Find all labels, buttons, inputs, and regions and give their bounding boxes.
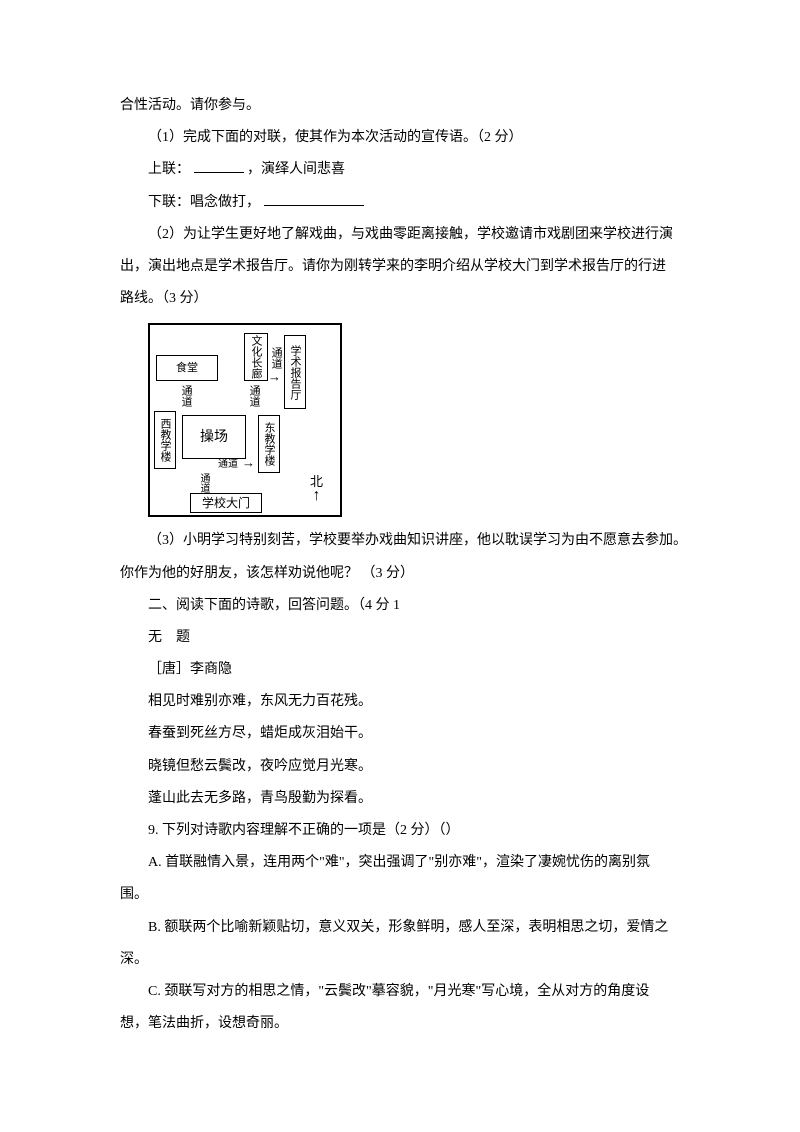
q1-lower: 下联：唱念做打， [120,187,690,219]
poem-line-4: 蓬山此去无多路，青鸟殷勤为探看。 [120,783,690,815]
option-c-line-2: 想，笔法曲折，设想奇丽。 [120,1008,690,1040]
map-west-bldg: 西教学楼 [154,411,176,469]
option-a-line-1: A. 首联融情入景，连用两个"难"，突出强调了"别亦难"，渲染了凄婉忧伤的离别氛 [120,847,690,879]
option-b-line-1: B. 额联两个比喻新颖贴切，意义双关，形象鲜明，感人至深，表明相思之切，爱情之 [120,912,690,944]
map-path-mid: 通道 [248,385,260,407]
school-map: 食堂 文化长廊 通道 → 学术报告厅 通道 西教学楼 通道 操场 [148,323,342,517]
map-path-top: 通道 [270,347,282,369]
map-canteen: 食堂 [156,355,218,381]
q1-upper-tail: ，演绎人间悲喜 [247,162,345,177]
page-content: 合性活动。请你参与。 （1）完成下面的对联，使其作为本次活动的宣传语。（2 分）… [0,0,800,1080]
q2-line-b: 出，演出地点是学术报告厅。请你为刚转学来的李明介绍从学校大门到学术报告厅的行进 [120,251,690,283]
map-container: 食堂 文化长廊 通道 → 学术报告厅 通道 西教学楼 通道 操场 [148,323,690,517]
poem-line-2: 春蚕到死丝方尽，蜡炬成灰泪始干。 [120,718,690,750]
arrow-icon: → [242,456,255,470]
map-path-gate: 通道 [198,473,209,493]
map-report-hall: 学术报告厅 [284,335,306,409]
intro-line: 合性活动。请你参与。 [120,90,690,122]
poem-line-3: 晓镜但愁云鬓改，夜吟应觉月光寒。 [120,751,690,783]
q1-prompt: （1）完成下面的对联，使其作为本次活动的宣传语。（2 分） [120,122,690,154]
poem-title: 无 题 [120,622,690,654]
map-path-bottom: 通道 [218,459,238,470]
arrow-icon: → [268,370,281,384]
q1-lower-blank[interactable] [264,191,364,206]
q2-line-c: 路线。（3 分） [120,283,690,315]
map-gate: 学校大门 [190,493,262,513]
q1-lower-label: 下联：唱念做打， [148,195,260,210]
poem-author: ［唐］李商隐 [120,654,690,686]
option-a-line-2: 围。 [120,879,690,911]
north-indicator: 北 ↑ [310,475,323,502]
section-2-heading: 二、阅读下面的诗歌，回答问题。（4 分 1 [120,590,690,622]
q1-upper-label: 上联： [148,162,190,177]
map-path-left: 通道 [180,385,192,407]
map-corridor: 文化长廊 [244,333,268,381]
q3-line-a: （3）小明学习特别刻苦，学校要举办戏曲知识讲座，他以耽误学习为由不愿意去参加。 [120,525,690,557]
map-playground: 操场 [182,415,246,459]
option-c-line-1: C. 颈联写对方的相思之情，"云鬓改"摹容貌，"月光寒"写心境，全从对方的角度设 [120,976,690,1008]
q2-line-a: （2）为让学生更好地了解戏曲，与戏曲零距离接触，学校邀请市戏剧团来学校进行演 [120,219,690,251]
map-east-bldg: 东教学楼 [258,415,280,473]
q1-upper: 上联： ，演绎人间悲喜 [120,154,690,186]
north-arrow-icon: ↑ [310,490,323,503]
q9-stem: 9. 下列对诗歌内容理解不正确的一项是（2 分）（） [120,815,690,847]
q1-upper-blank[interactable] [194,158,244,173]
option-b-line-2: 深。 [120,944,690,976]
poem-line-1: 相见时难别亦难，东风无力百花残。 [120,686,690,718]
q3-line-b: 你作为他的好朋友，该怎样劝说他呢？ （3 分） [120,558,690,590]
